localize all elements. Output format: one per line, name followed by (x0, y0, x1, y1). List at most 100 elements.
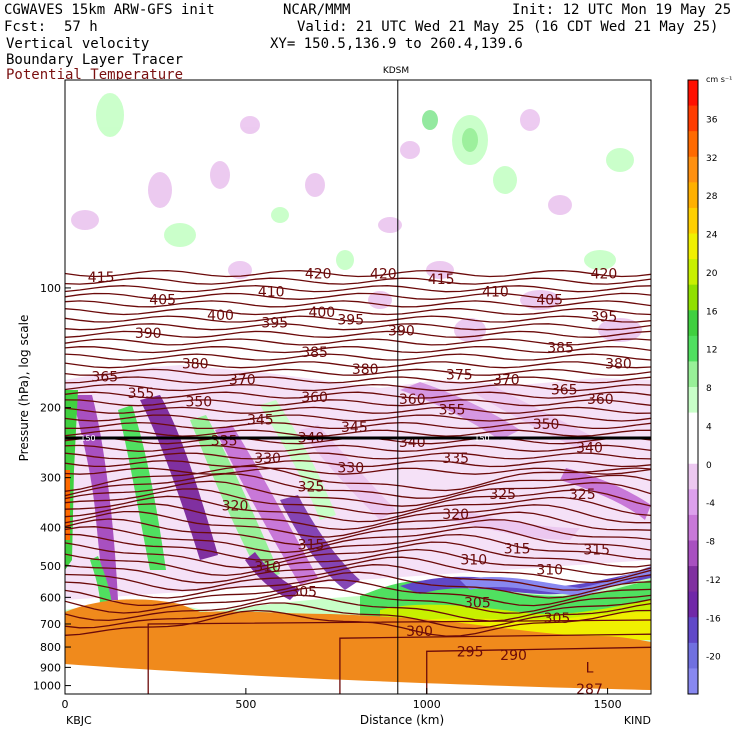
theta-contour (65, 383, 651, 392)
theta-label: 420 (305, 267, 332, 283)
colorbar-swatch (688, 591, 698, 618)
theta-label: 395 (261, 315, 288, 331)
colorbar-swatch (688, 182, 698, 209)
tropopause-mid-label: 150 (474, 434, 489, 443)
colorbar-swatch (688, 156, 698, 183)
init-time: Init: 12 UTC Mon 19 May 25 (512, 2, 732, 18)
colorbar-swatch (688, 463, 698, 490)
theta-contour (65, 467, 651, 475)
theta-contour (65, 564, 651, 592)
theta-label: 415 (428, 272, 455, 288)
y-tick-label: 500 (40, 560, 61, 573)
colorbar-tick-label: -16 (706, 614, 721, 624)
theta-contour (65, 323, 651, 331)
theta-label: 315 (298, 538, 325, 554)
theta-contour (65, 277, 651, 285)
theta-label: 420 (591, 267, 618, 283)
colorbar-tick-label: 24 (706, 231, 718, 241)
theta-contour (65, 503, 651, 531)
theta-label: 345 (341, 420, 368, 436)
theta-label: 320 (222, 498, 249, 514)
theta-label: 405 (149, 293, 176, 309)
x-tick-label: 500 (235, 698, 256, 711)
y-tick-label: 700 (40, 618, 61, 631)
colorbar-tick-label: -8 (706, 538, 715, 548)
colorbar-swatch (688, 617, 698, 644)
theta-contour (65, 473, 651, 499)
theta-label: 300 (406, 624, 433, 640)
theta-contour (65, 548, 651, 577)
theta-label: 370 (229, 373, 256, 389)
theta-contour (65, 586, 651, 614)
theta-contour (65, 518, 651, 546)
colorbar-tick-label: -4 (706, 499, 715, 509)
theta-contour-lines (65, 269, 651, 694)
x-tick-label: 0 (62, 698, 69, 711)
colorbar-swatch (688, 668, 698, 695)
theta-contour (65, 556, 651, 584)
theta-label: 335 (211, 434, 238, 450)
theta-label: 380 (605, 357, 632, 373)
theta-contour (65, 602, 651, 630)
y-tick-label: 600 (40, 591, 61, 604)
theta-contour (65, 376, 651, 384)
theta-label: 310 (536, 562, 563, 578)
theta-label: 360 (587, 392, 614, 408)
theta-contour (65, 338, 651, 346)
theta-label: 305 (290, 585, 317, 601)
colorbar-swatch (688, 361, 698, 388)
organization-label: NCAR/MMM (283, 2, 351, 18)
theta-label: 350 (185, 394, 212, 410)
colorbar-swatch (688, 80, 698, 107)
theta-contour (65, 330, 651, 338)
theta-contour (65, 465, 651, 492)
theta-label: 390 (388, 324, 415, 340)
theta-label: 340 (576, 441, 603, 457)
theta-surface-contour (426, 646, 651, 694)
theta-contour (65, 533, 651, 561)
theta-label: 325 (489, 487, 516, 503)
x-tick-label: 1000 (413, 698, 441, 711)
theta-contour (65, 414, 651, 422)
theta-label: 355 (128, 386, 155, 402)
colorbar-tick-label: 28 (706, 192, 718, 202)
theta-contour (65, 285, 651, 293)
theta-contour (65, 399, 651, 407)
theta-label: 345 (247, 412, 274, 428)
colorbar-swatch (688, 105, 698, 132)
theta-contour (65, 315, 651, 323)
field-boundary-layer-tracer: Boundary Layer Tracer (6, 52, 184, 68)
theta-contour (65, 361, 651, 369)
y-tick-label: 800 (40, 641, 61, 654)
theta-contour (65, 541, 651, 569)
theta-label: L (586, 660, 594, 676)
theta-contour (65, 300, 651, 308)
theta-contour (65, 429, 651, 437)
theta-label: 315 (504, 541, 531, 557)
theta-label: 415 (88, 270, 115, 286)
colorbar-tick-label: 8 (706, 384, 712, 394)
colorbar: 36 32 28 24 20 16 12 8 4 0 -4 -8 -12 -16 -20 (687, 79, 721, 695)
theta-surface-contour (147, 619, 651, 694)
theta-label: 315 (583, 543, 610, 559)
tropopause-left-label: 150 (80, 434, 95, 443)
theta-label: 330 (254, 451, 281, 467)
x-tick-label: 1500 (594, 698, 622, 711)
theta-label: 365 (551, 382, 578, 398)
colorbar-swatch (688, 131, 698, 158)
colorbar-tick-label: 36 (706, 115, 718, 125)
theta-contour (65, 495, 651, 523)
y-tick-label: 400 (40, 521, 61, 534)
theta-contour (65, 368, 651, 376)
theta-contour (65, 480, 651, 507)
theta-label: 325 (298, 480, 325, 496)
theta-contour (65, 452, 651, 460)
theta-contour (65, 353, 651, 361)
theta-label: 310 (460, 553, 487, 569)
theta-contour (65, 421, 651, 430)
theta-label: 290 (500, 648, 527, 664)
theta-label: 330 (337, 461, 364, 477)
theta-label: 390 (135, 326, 162, 342)
colorbar-tick-label: 12 (706, 346, 717, 356)
